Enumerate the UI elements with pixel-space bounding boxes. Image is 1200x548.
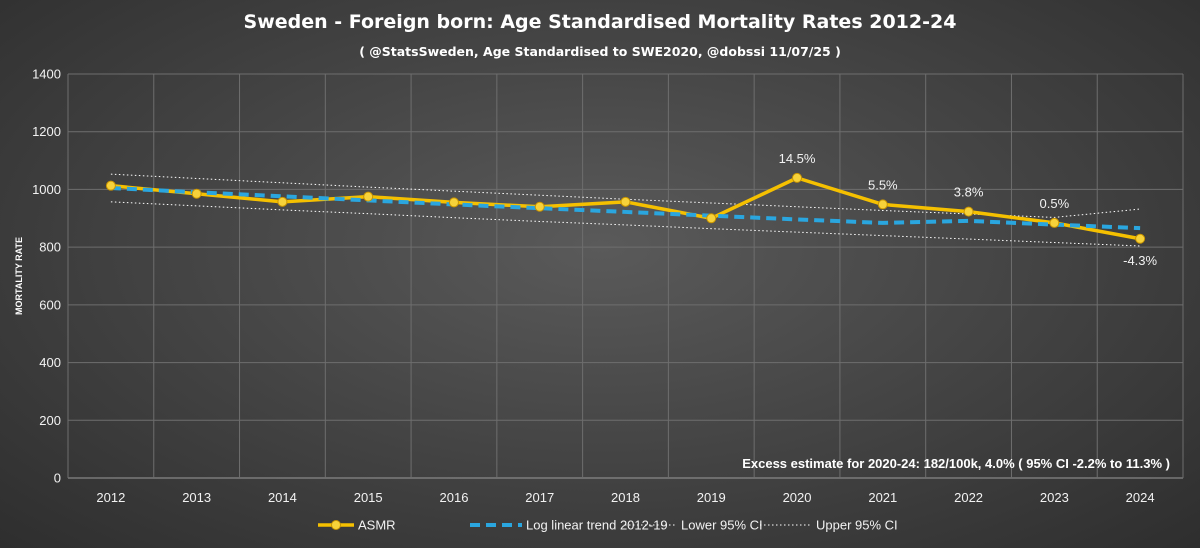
asmr-point xyxy=(363,191,374,202)
chart-subtitle: ( @StatsSweden, Age Standardised to SWE2… xyxy=(359,44,841,59)
data-label: -4.3% xyxy=(1123,253,1157,268)
series-line-lower-95-ci xyxy=(110,201,1141,247)
asmr-markers xyxy=(105,172,1146,244)
y-axis-label: MORTALITY RATE xyxy=(14,237,24,315)
x-tick-label: 2015 xyxy=(354,490,383,505)
data-label: 0.5% xyxy=(1040,196,1070,211)
y-tick-label: 1400 xyxy=(32,67,61,82)
data-label: 3.8% xyxy=(954,185,984,200)
asmr-point xyxy=(963,206,974,217)
y-tick-label: 0 xyxy=(54,471,61,486)
chart-title: Sweden - Foreign born: Age Standardised … xyxy=(244,11,957,33)
excess-annotation: Excess estimate for 2020-24: 182/100k, 4… xyxy=(742,456,1170,471)
legend-label: Log linear trend 2012-19 xyxy=(526,518,668,533)
series-line-asmr xyxy=(110,176,1141,241)
asmr-point xyxy=(620,196,631,207)
asmr-point xyxy=(1049,217,1060,228)
legend-label: Lower 95% CI xyxy=(681,518,763,533)
asmr-point xyxy=(1135,233,1146,244)
asmr-point xyxy=(105,180,116,191)
asmr-point xyxy=(191,188,202,199)
x-tick-label: 2020 xyxy=(783,490,812,505)
legend: ASMR Log linear trend 2012-19 Lower 95% CI… xyxy=(318,518,898,533)
x-tick-label: 2013 xyxy=(182,490,211,505)
y-axis-ticks: 0 200 400 600 800 1000 1200 1400 xyxy=(32,67,61,486)
legend-label: Upper 95% CI xyxy=(816,518,898,533)
legend-label: ASMR xyxy=(358,518,396,533)
y-tick-label: 1000 xyxy=(32,182,61,197)
x-tick-label: 2014 xyxy=(268,490,297,505)
asmr-point xyxy=(534,201,545,212)
asmr-point xyxy=(448,197,459,208)
x-tick-label: 2017 xyxy=(525,490,554,505)
x-axis-ticks: 2012 2013 2014 2015 2016 2017 2018 2019 2020 2021… xyxy=(96,490,1154,505)
gridlines xyxy=(67,73,1184,479)
x-tick-label: 2018 xyxy=(611,490,640,505)
asmr-point xyxy=(792,172,803,183)
x-tick-label: 2012 xyxy=(96,490,125,505)
x-tick-label: 2016 xyxy=(440,490,469,505)
asmr-point xyxy=(877,199,888,210)
y-tick-label: 200 xyxy=(39,413,61,428)
y-tick-label: 400 xyxy=(39,355,61,370)
asmr-point xyxy=(277,196,288,207)
y-tick-label: 600 xyxy=(39,297,61,312)
data-label: 5.5% xyxy=(868,177,898,192)
x-tick-label: 2023 xyxy=(1040,490,1069,505)
data-labels: 14.5% 5.5% 3.8% 0.5% -4.3% xyxy=(779,151,1158,268)
legend-marker xyxy=(331,520,341,530)
y-tick-label: 1200 xyxy=(32,124,61,139)
x-tick-label: 2022 xyxy=(954,490,983,505)
data-label: 14.5% xyxy=(779,151,816,166)
x-tick-label: 2024 xyxy=(1126,490,1155,505)
y-tick-label: 800 xyxy=(39,240,61,255)
x-tick-label: 2019 xyxy=(697,490,726,505)
asmr-point xyxy=(706,213,717,224)
series-line-log-linear-trend-2012-19 xyxy=(110,185,1141,231)
series-lines xyxy=(110,173,1141,247)
x-tick-label: 2021 xyxy=(868,490,897,505)
